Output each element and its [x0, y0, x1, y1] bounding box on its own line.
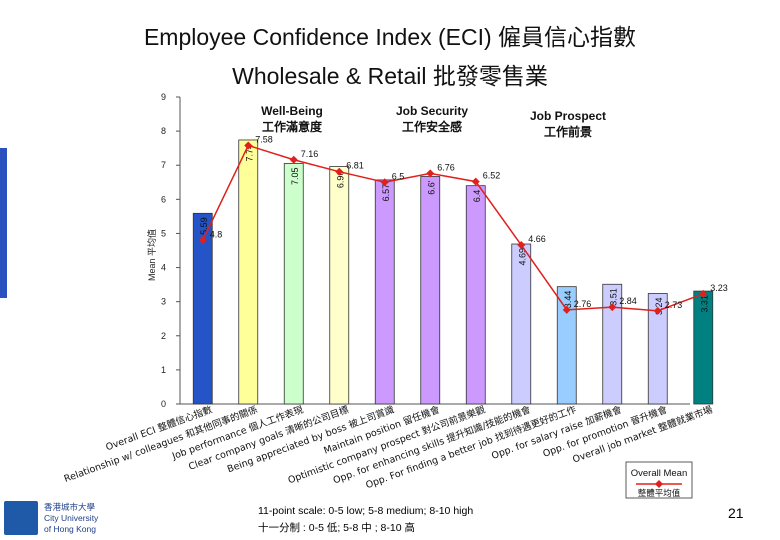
mean-value-label: 6.52: [483, 171, 501, 181]
group-header-zh: 工作安全感: [402, 119, 462, 134]
mean-point: [380, 178, 389, 187]
bar-value-label: 7.05: [290, 168, 300, 186]
mean-value-label: 2.76: [574, 299, 592, 309]
bar: [647, 293, 668, 405]
group-header-en: Job Security: [396, 104, 468, 118]
logo-text-en-2: of Hong Kong: [44, 524, 96, 534]
legend-label-zh: 整體平均值: [638, 488, 681, 499]
bar-value-label: 5.59: [199, 217, 209, 235]
mean-point: [335, 167, 344, 176]
mean-value-label: 7.16: [301, 149, 319, 159]
group-header-zh: 工作前景: [544, 124, 592, 139]
logo-emblem-icon: [4, 501, 38, 535]
mean-value-label: 3.23: [710, 283, 728, 293]
legend-label-en: Overall Mean: [631, 468, 688, 479]
mean-series-line: [202, 144, 704, 312]
bar-value-label: 6.6': [427, 180, 437, 195]
y-tick-label: 0: [161, 399, 166, 409]
bar: [556, 286, 577, 405]
bar: [329, 166, 350, 405]
bar: [283, 163, 304, 405]
bar: [602, 283, 623, 405]
mean-value-label: 4.66: [528, 234, 546, 244]
y-tick-label: 5: [161, 228, 166, 238]
mean-point: [699, 289, 708, 298]
bar-value-label: 6.57: [381, 184, 391, 202]
mean-value-label: 6.76: [437, 162, 455, 172]
mean-value-label: 6.81: [346, 161, 364, 171]
bar: [465, 185, 486, 405]
mean-point: [426, 169, 435, 178]
y-tick-label: 1: [161, 365, 166, 375]
bar-value-label: 6.96: [336, 171, 346, 189]
mean-point: [517, 241, 526, 250]
bar-value-label: 3.24: [654, 297, 664, 315]
scale-note-chinese: 十一分制 : 0-5 低; 5-8 中 ; 8-10 高: [258, 522, 415, 534]
y-tick-label: 3: [161, 297, 166, 307]
bar: [511, 243, 532, 405]
y-axis-title: Mean 平均值: [146, 229, 157, 281]
chart-title: Employee Confidence Index (ECI) 僱員信心指數: [143, 24, 637, 50]
mean-point: [289, 155, 298, 164]
group-header-zh: 工作滿意度: [262, 119, 323, 134]
mean-point: [562, 305, 571, 314]
mean-value-label: 6.5: [392, 171, 405, 181]
mean-point: [608, 303, 617, 312]
y-tick-label: 9: [161, 92, 166, 102]
slide-accent-bar: [0, 148, 7, 298]
bar-value-label: 3.51: [609, 288, 619, 306]
y-tick-label: 8: [161, 126, 166, 136]
bar: [374, 179, 395, 405]
scale-note-english: 11-point scale: 0-5 low; 5-8 medium; 8-1…: [258, 505, 474, 517]
group-header-en: Well-Being: [261, 104, 323, 118]
y-tick-label: 4: [161, 263, 166, 273]
y-tick-label: 7: [161, 160, 166, 170]
legend-marker: [655, 480, 663, 488]
logo-text-zh: 香港城市大學: [44, 502, 96, 512]
y-tick-label: 6: [161, 194, 166, 204]
mean-point: [653, 306, 662, 315]
mean-value-label: 2.84: [619, 296, 637, 306]
bar-value-label: 6.4: [472, 190, 482, 203]
bar-value-label: 3.31: [700, 295, 710, 313]
bar: [192, 212, 213, 405]
bar-value-label: 4.69: [518, 248, 528, 266]
bar-value-label: 7.74: [245, 144, 255, 162]
mean-value-label: 7.58: [255, 134, 273, 144]
group-header-en: Job Prospect: [530, 109, 606, 123]
mean-point: [471, 177, 480, 186]
bar: [420, 176, 441, 405]
chart-subtitle: Wholesale & Retail 批發零售業: [232, 63, 548, 89]
university-logo: 香港城市大學 City University of Hong Kong: [4, 497, 124, 539]
mean-point: [198, 236, 207, 245]
bar-value-label: 3.44: [563, 291, 573, 309]
logo-text-en-1: City University: [44, 513, 99, 523]
page-number: 21: [728, 505, 744, 521]
mean-value-label: 2.73: [665, 300, 683, 310]
bar: [238, 139, 259, 405]
mean-point: [244, 141, 253, 150]
y-tick-label: 2: [161, 331, 166, 341]
mean-value-label: 4.8: [210, 229, 223, 239]
